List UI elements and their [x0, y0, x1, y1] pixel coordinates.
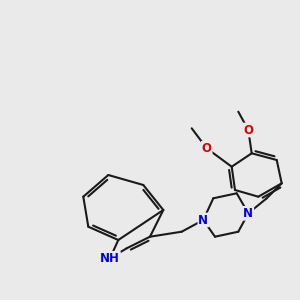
Text: O: O: [202, 142, 212, 155]
Text: N: N: [198, 214, 208, 226]
Text: N: N: [243, 207, 253, 220]
Text: O: O: [243, 124, 253, 136]
Text: NH: NH: [100, 252, 120, 265]
